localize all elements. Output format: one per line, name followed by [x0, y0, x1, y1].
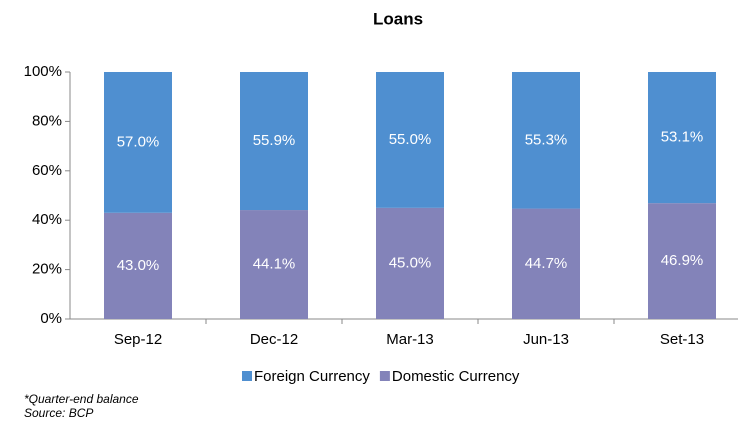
chart-title: Loans	[373, 9, 423, 28]
bar-segment	[376, 207, 444, 319]
x-tick-label: Dec-12	[250, 331, 298, 348]
x-tick-label: Set-13	[660, 331, 704, 348]
data-label: 55.3%	[525, 131, 568, 148]
data-label: 53.1%	[661, 129, 704, 146]
footnote: *Quarter-end balance	[24, 392, 139, 406]
x-tick-label: Sep-12	[114, 331, 162, 348]
legend-label: Foreign Currency	[254, 368, 370, 385]
bar-segment	[240, 72, 308, 211]
y-tick-label: 40%	[32, 211, 62, 228]
y-tick-label: 80%	[32, 112, 62, 129]
data-label: 45.0%	[389, 254, 432, 271]
y-tick-label: 20%	[32, 261, 62, 278]
bar-segment	[648, 203, 716, 319]
x-tick-label: Mar-13	[386, 331, 434, 348]
data-label: 43.0%	[117, 257, 160, 274]
bar-segment	[512, 72, 580, 209]
legend-swatch	[242, 371, 252, 381]
data-label: 44.7%	[525, 255, 568, 272]
bar-segment	[376, 72, 444, 208]
x-tick-label: Jun-13	[523, 331, 569, 348]
data-label: 44.1%	[253, 256, 296, 273]
data-label: 46.9%	[661, 252, 704, 269]
y-tick-label: 60%	[32, 162, 62, 179]
data-label: 55.0%	[389, 131, 432, 148]
footnote: Source: BCP	[24, 406, 93, 420]
data-label: 55.9%	[253, 132, 296, 149]
legend-label: Domestic Currency	[392, 368, 520, 385]
bar-segment	[648, 72, 716, 204]
y-tick-label: 100%	[24, 63, 62, 80]
legend-swatch	[379, 371, 390, 381]
bar-segment	[512, 208, 580, 319]
y-tick-label: 0%	[40, 310, 62, 327]
bar-segment	[104, 72, 172, 213]
data-label: 57.0%	[117, 133, 160, 150]
bar-segment	[104, 212, 172, 319]
bar-segment	[240, 210, 308, 319]
